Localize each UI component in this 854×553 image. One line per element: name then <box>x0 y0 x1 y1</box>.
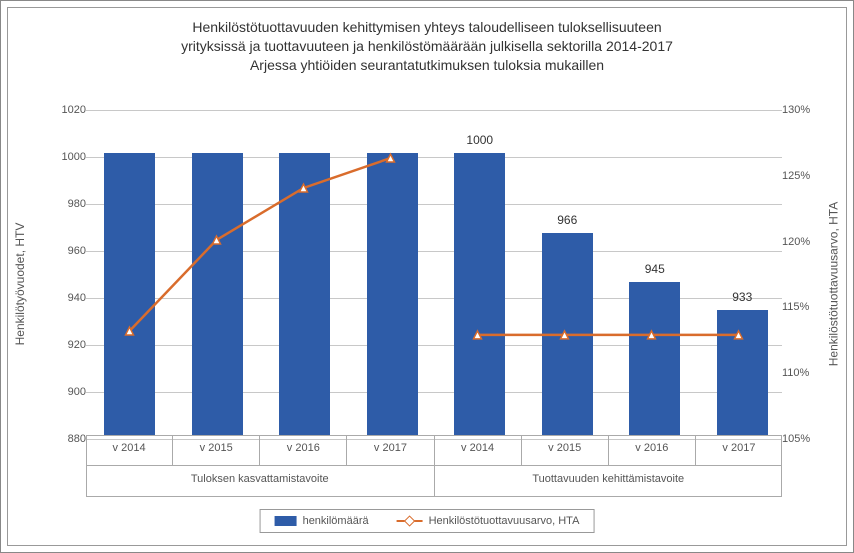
y-left-tick: 940 <box>36 292 86 304</box>
data-labels-layer: 1000 966 945 933 <box>86 110 782 435</box>
legend-line-swatch <box>397 516 423 526</box>
chart-container: Henkilöstötuottavuuden kehittymisen yhte… <box>0 0 854 553</box>
x-group-label: Tuloksen kasvattamistavoite <box>86 466 435 497</box>
x-tick: v 2017 <box>696 435 782 465</box>
title-line-2: yrityksissä ja tuottavuuteen ja henkilös… <box>38 37 816 56</box>
y-axis-left-label: Henkilötyövuodet, HTV <box>13 222 27 345</box>
chart-inner: Henkilöstötuottavuuden kehittymisen yhte… <box>7 7 847 546</box>
y-axis-right: 105%110%115%120%125%130% <box>782 110 832 435</box>
chart-title: Henkilöstötuottavuuden kehittymisen yhte… <box>8 8 846 81</box>
legend-label-line: Henkilöstötuottavuusarvo, HTA <box>429 515 580 527</box>
bar-data-label: 1000 <box>466 133 493 147</box>
x-mid-divider <box>434 435 435 497</box>
title-line-3: Arjessa yhtiöiden seurantatutkimuksen tu… <box>38 56 816 75</box>
y-right-tick: 110% <box>782 367 832 379</box>
y-left-tick: 920 <box>36 339 86 351</box>
bar-data-label: 966 <box>557 213 577 227</box>
y-left-tick: 900 <box>36 386 86 398</box>
y-left-tick: 1020 <box>36 104 86 116</box>
legend-item-bars: henkilömäärä <box>275 515 369 527</box>
legend-line-marker <box>404 515 415 526</box>
y-right-tick: 130% <box>782 104 832 116</box>
x-tick: v 2014 <box>86 435 173 465</box>
y-left-tick: 980 <box>36 198 86 210</box>
x-tick: v 2016 <box>260 435 347 465</box>
x-axis: v 2014v 2015v 2016v 2017v 2014v 2015v 20… <box>86 435 782 497</box>
x-group-label: Tuottavuuden kehittämistavoite <box>435 466 783 497</box>
bar-data-label: 933 <box>732 290 752 304</box>
y-left-tick: 880 <box>36 433 86 445</box>
x-tick: v 2016 <box>609 435 696 465</box>
y-right-tick: 125% <box>782 170 832 182</box>
y-right-tick: 105% <box>782 433 832 445</box>
x-tick: v 2015 <box>522 435 609 465</box>
legend: henkilömäärä Henkilöstötuottavuusarvo, H… <box>260 509 595 533</box>
bar-data-label: 945 <box>645 262 665 276</box>
legend-swatch-bar <box>275 516 297 526</box>
x-tick: v 2014 <box>435 435 522 465</box>
y-left-tick: 960 <box>36 245 86 257</box>
title-line-1: Henkilöstötuottavuuden kehittymisen yhte… <box>38 18 816 37</box>
y-right-tick: 115% <box>782 301 832 313</box>
x-tick: v 2015 <box>173 435 260 465</box>
plot-area: 1000 966 945 933 <box>86 110 782 435</box>
legend-label-bars: henkilömäärä <box>303 515 369 527</box>
y-right-tick: 120% <box>782 236 832 248</box>
legend-item-line: Henkilöstötuottavuusarvo, HTA <box>397 515 580 527</box>
y-left-tick: 1000 <box>36 151 86 163</box>
x-tick: v 2017 <box>347 435 434 465</box>
y-axis-left: 88090092094096098010001020 <box>36 110 86 435</box>
